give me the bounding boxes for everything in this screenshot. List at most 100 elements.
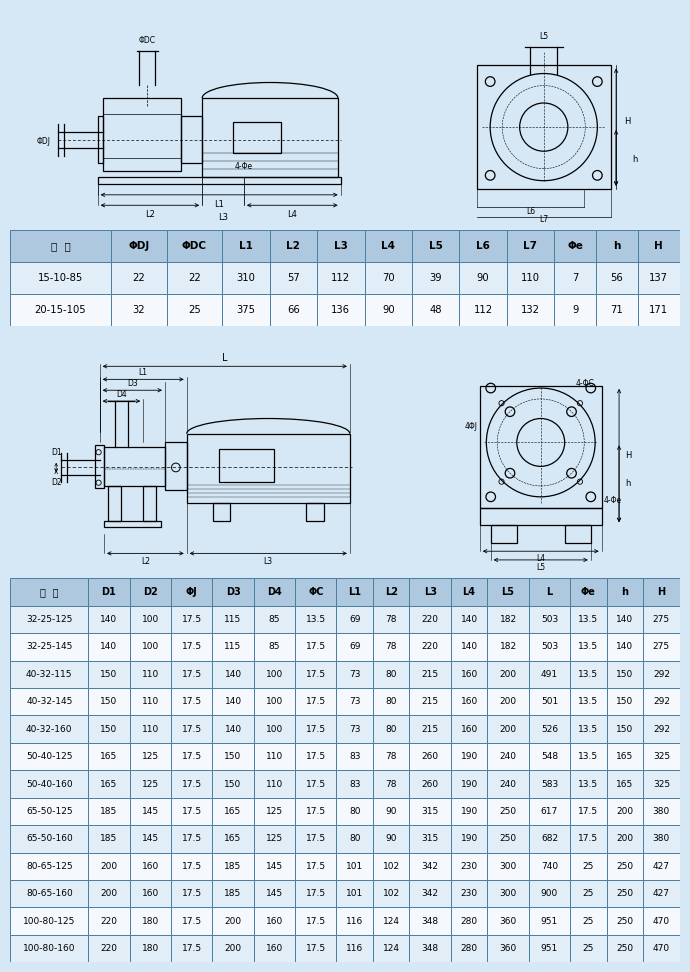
Text: 116: 116 bbox=[346, 944, 364, 954]
Bar bbox=[337, 908, 373, 935]
Text: 200: 200 bbox=[616, 807, 633, 816]
Bar bbox=[337, 688, 373, 715]
Text: L3: L3 bbox=[218, 213, 228, 223]
Text: 280: 280 bbox=[460, 944, 477, 954]
Text: 185: 185 bbox=[224, 889, 241, 898]
Bar bbox=[373, 770, 409, 798]
Bar bbox=[451, 770, 487, 798]
Bar bbox=[487, 880, 529, 908]
Text: 17.5: 17.5 bbox=[181, 697, 201, 707]
Text: 145: 145 bbox=[266, 889, 283, 898]
Bar bbox=[529, 770, 570, 798]
Bar bbox=[254, 798, 295, 825]
Bar bbox=[337, 880, 373, 908]
Text: 4-Φe: 4-Φe bbox=[235, 161, 253, 171]
Text: 124: 124 bbox=[383, 944, 400, 954]
Bar bbox=[181, 117, 202, 163]
Text: D4: D4 bbox=[267, 587, 282, 597]
Text: L1: L1 bbox=[214, 199, 224, 209]
Bar bbox=[10, 770, 88, 798]
Bar bbox=[460, 230, 506, 262]
Text: 292: 292 bbox=[653, 725, 670, 734]
Text: 115: 115 bbox=[224, 642, 241, 651]
Text: 9: 9 bbox=[572, 305, 578, 315]
Text: 110: 110 bbox=[266, 780, 283, 788]
Text: 342: 342 bbox=[422, 862, 439, 871]
Text: 200: 200 bbox=[224, 944, 241, 954]
Text: ΦDC: ΦDC bbox=[182, 241, 207, 251]
Bar bbox=[295, 798, 337, 825]
Text: 100: 100 bbox=[266, 670, 283, 678]
Bar bbox=[171, 633, 213, 661]
Text: D1: D1 bbox=[51, 447, 61, 457]
Bar bbox=[254, 715, 295, 743]
Bar bbox=[187, 434, 350, 503]
Text: L7: L7 bbox=[539, 215, 549, 225]
Bar bbox=[570, 661, 607, 688]
Text: 215: 215 bbox=[422, 697, 439, 707]
Text: 90: 90 bbox=[382, 305, 395, 315]
Text: D2: D2 bbox=[51, 478, 61, 487]
Text: 65-50-160: 65-50-160 bbox=[26, 834, 72, 844]
Bar bbox=[295, 633, 337, 661]
Bar bbox=[10, 262, 110, 294]
Bar bbox=[219, 449, 274, 481]
Text: 140: 140 bbox=[224, 670, 241, 678]
Text: 292: 292 bbox=[653, 670, 670, 678]
Text: 250: 250 bbox=[500, 807, 517, 816]
Bar bbox=[607, 880, 643, 908]
Text: 17.5: 17.5 bbox=[306, 807, 326, 816]
Bar bbox=[607, 633, 643, 661]
Bar bbox=[88, 743, 130, 770]
Bar bbox=[487, 798, 529, 825]
Text: 160: 160 bbox=[460, 670, 477, 678]
Text: 90: 90 bbox=[477, 273, 489, 283]
Text: 491: 491 bbox=[541, 670, 558, 678]
Bar bbox=[570, 688, 607, 715]
Bar bbox=[570, 743, 607, 770]
Bar bbox=[373, 852, 409, 880]
Text: 73: 73 bbox=[349, 697, 360, 707]
Text: 190: 190 bbox=[460, 780, 477, 788]
Bar bbox=[10, 935, 88, 962]
Bar bbox=[529, 798, 570, 825]
Bar bbox=[643, 606, 680, 633]
Text: 427: 427 bbox=[653, 889, 670, 898]
Text: L2: L2 bbox=[141, 557, 150, 567]
Bar bbox=[171, 852, 213, 880]
Bar bbox=[487, 825, 529, 852]
Bar bbox=[213, 852, 254, 880]
Text: 315: 315 bbox=[422, 834, 439, 844]
Bar bbox=[10, 633, 88, 661]
Text: 13.5: 13.5 bbox=[578, 615, 598, 624]
Text: 182: 182 bbox=[500, 642, 517, 651]
Bar bbox=[451, 825, 487, 852]
Bar bbox=[171, 743, 213, 770]
Text: L1: L1 bbox=[139, 367, 148, 377]
Bar bbox=[506, 230, 554, 262]
Bar bbox=[487, 661, 529, 688]
Text: 548: 548 bbox=[541, 752, 558, 761]
Text: 240: 240 bbox=[500, 780, 517, 788]
Bar bbox=[171, 661, 213, 688]
Text: 100: 100 bbox=[266, 725, 283, 734]
Bar bbox=[643, 852, 680, 880]
Text: 17.5: 17.5 bbox=[181, 807, 201, 816]
Text: 185: 185 bbox=[100, 807, 117, 816]
Bar bbox=[596, 294, 638, 326]
Bar bbox=[451, 935, 487, 962]
Text: 140: 140 bbox=[100, 642, 117, 651]
Bar bbox=[451, 661, 487, 688]
Bar bbox=[10, 825, 88, 852]
Bar bbox=[570, 770, 607, 798]
Text: 526: 526 bbox=[541, 725, 558, 734]
Text: 100: 100 bbox=[141, 642, 159, 651]
Bar bbox=[643, 633, 680, 661]
Bar bbox=[295, 688, 337, 715]
Text: 200: 200 bbox=[100, 889, 117, 898]
Bar bbox=[213, 798, 254, 825]
Text: 503: 503 bbox=[541, 615, 558, 624]
Bar bbox=[10, 715, 88, 743]
Text: 230: 230 bbox=[460, 862, 477, 871]
Text: 102: 102 bbox=[383, 889, 400, 898]
